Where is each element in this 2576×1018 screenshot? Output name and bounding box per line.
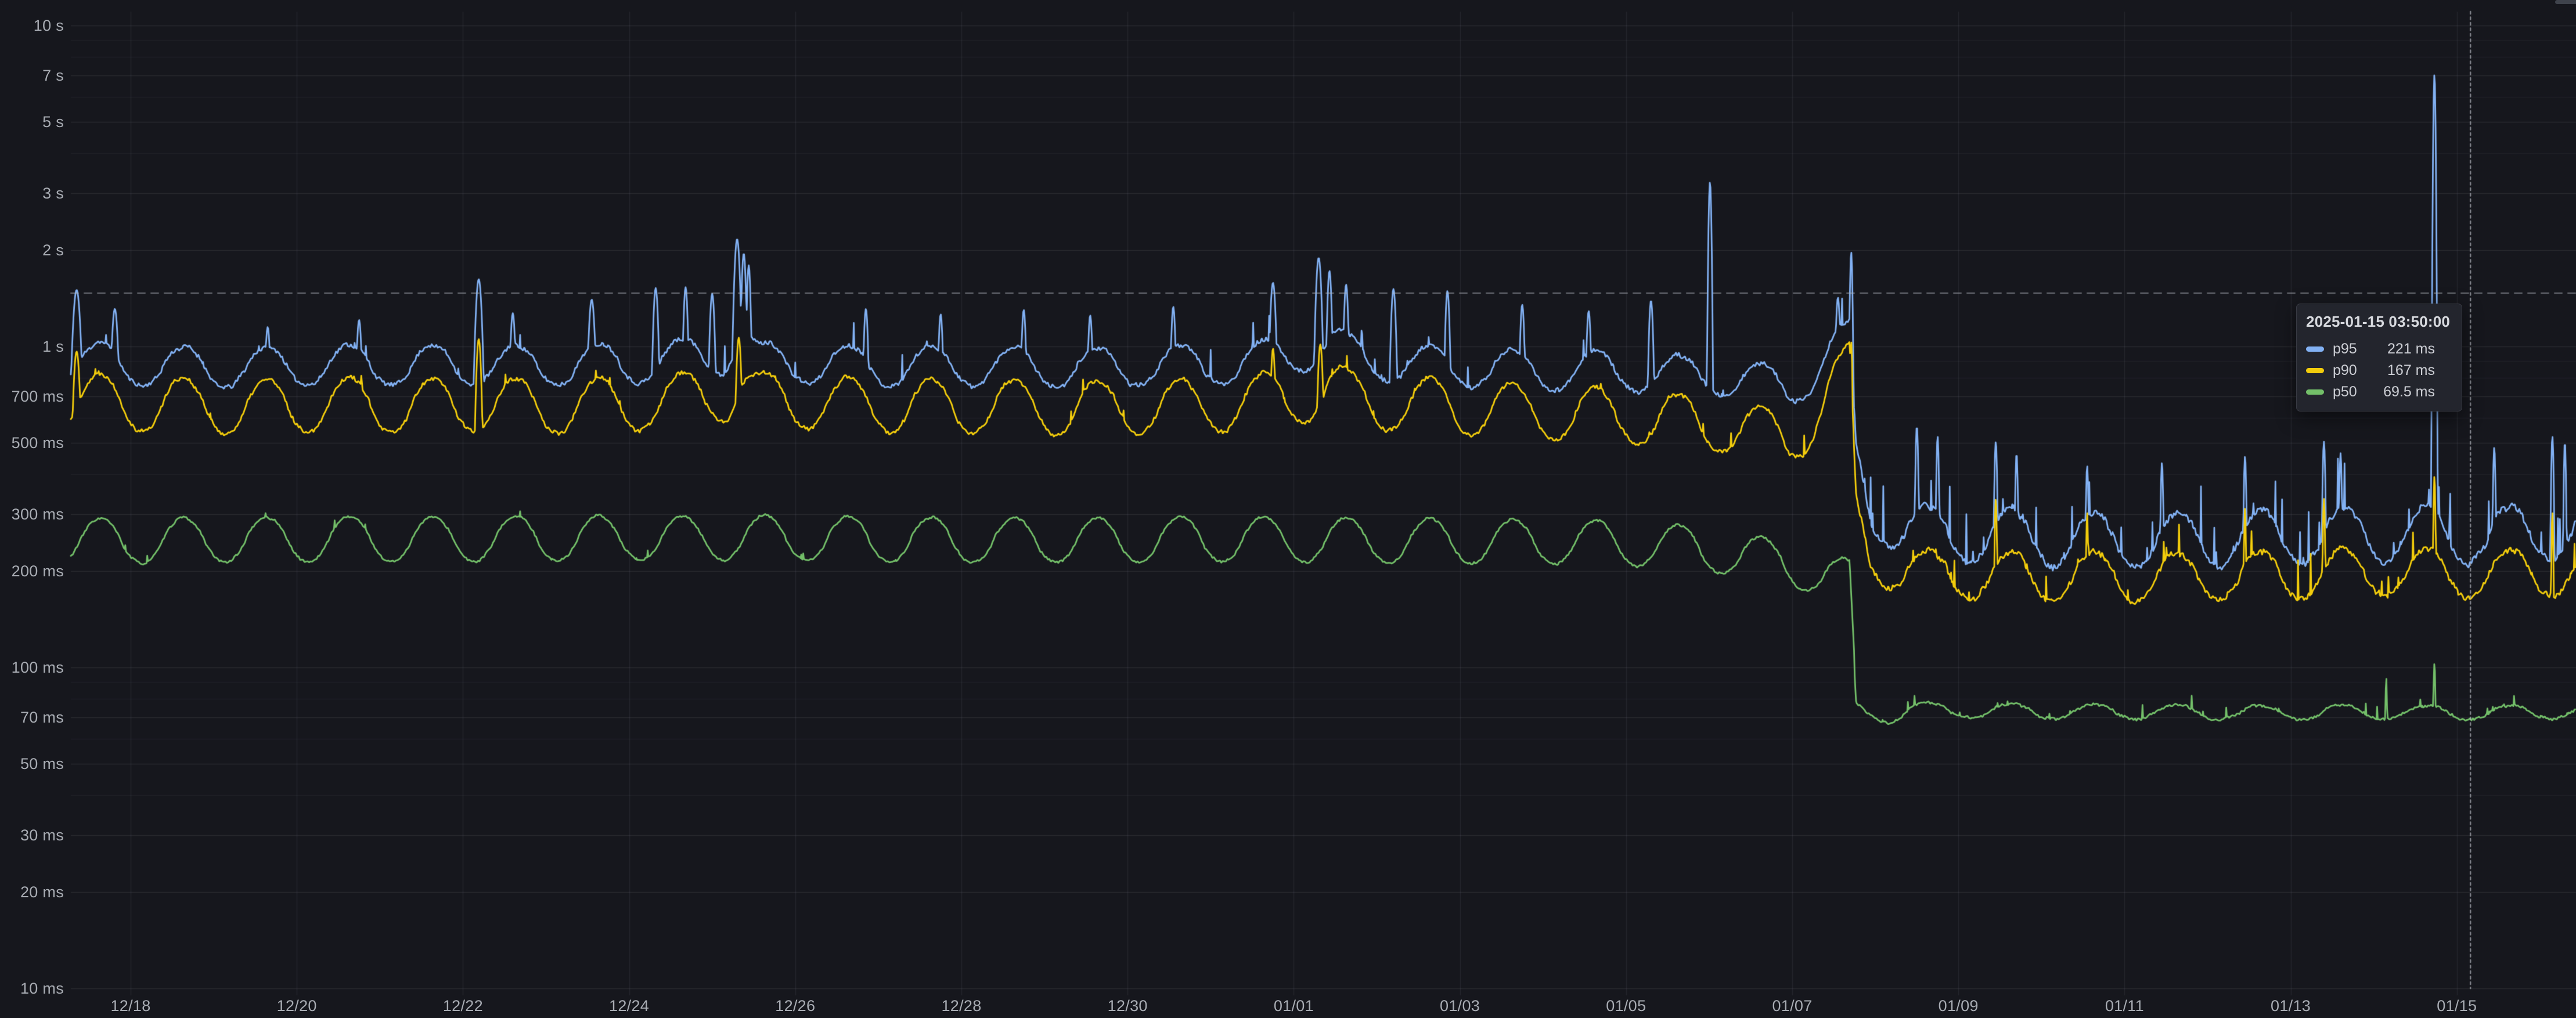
p95-series-swatch — [2306, 346, 2324, 352]
x-tick-label: 01/05 — [1606, 997, 1647, 1015]
tooltip: 2025-01-15 03:50:00 p95 221 ms p90 167 m… — [2296, 304, 2462, 411]
x-tick-label: 12/22 — [442, 997, 483, 1015]
y-tick-label: 70 ms — [20, 708, 64, 726]
x-tick-label: 12/30 — [1107, 997, 1148, 1015]
y-tick-label: 300 ms — [11, 506, 64, 524]
p90-series-value: 167 ms — [2387, 362, 2435, 378]
y-tick-label: 30 ms — [20, 826, 64, 844]
y-tick-label: 10 s — [33, 17, 64, 34]
y-tick-label: 2 s — [42, 241, 64, 259]
x-tick-label: 01/13 — [2271, 997, 2311, 1015]
y-tick-label: 10 ms — [20, 980, 64, 997]
y-tick-label: 20 ms — [20, 883, 64, 901]
x-tick-label: 01/15 — [2437, 997, 2477, 1015]
y-tick-label: 5 s — [42, 113, 64, 131]
y-tick-label: 200 ms — [11, 562, 64, 580]
tooltip-row-p95: p95 221 ms — [2306, 338, 2451, 360]
tooltip-timestamp: 2025-01-15 03:50:00 — [2306, 313, 2451, 330]
y-tick-label: 3 s — [42, 185, 64, 203]
x-tick-label: 12/20 — [276, 997, 317, 1015]
x-tick-label: 01/11 — [2105, 997, 2144, 1015]
p95-series-label: p95 — [2333, 341, 2357, 357]
x-tick-label: 12/24 — [609, 997, 650, 1015]
y-tick-label: 500 ms — [11, 434, 64, 452]
x-tick-label: 01/07 — [1772, 997, 1813, 1015]
scrollbar-thumb[interactable] — [2555, 0, 2576, 4]
p95-series-value: 221 ms — [2387, 341, 2435, 357]
y-tick-label: 50 ms — [20, 755, 64, 773]
x-tick-label: 12/26 — [775, 997, 816, 1015]
p50-series-value: 69.5 ms — [2383, 384, 2435, 400]
tooltip-row-p50: p50 69.5 ms — [2306, 381, 2451, 403]
p50-series-label: p50 — [2333, 384, 2357, 400]
p50-series-swatch — [2306, 389, 2324, 395]
x-tick-label: 01/09 — [1938, 997, 1979, 1015]
x-tick-label: 01/03 — [1440, 997, 1480, 1015]
p90-series-label: p90 — [2333, 362, 2357, 378]
y-tick-label: 700 ms — [11, 387, 64, 405]
x-tick-label: 12/18 — [110, 997, 151, 1015]
y-tick-label: 7 s — [42, 66, 64, 84]
tooltip-row-p90: p90 167 ms — [2306, 360, 2451, 381]
x-tick-label: 12/28 — [941, 997, 982, 1015]
y-tick-label: 1 s — [42, 338, 64, 355]
y-tick-label: 100 ms — [11, 659, 64, 676]
p90-series-swatch — [2306, 368, 2324, 373]
x-tick-label: 01/01 — [1273, 997, 1314, 1015]
